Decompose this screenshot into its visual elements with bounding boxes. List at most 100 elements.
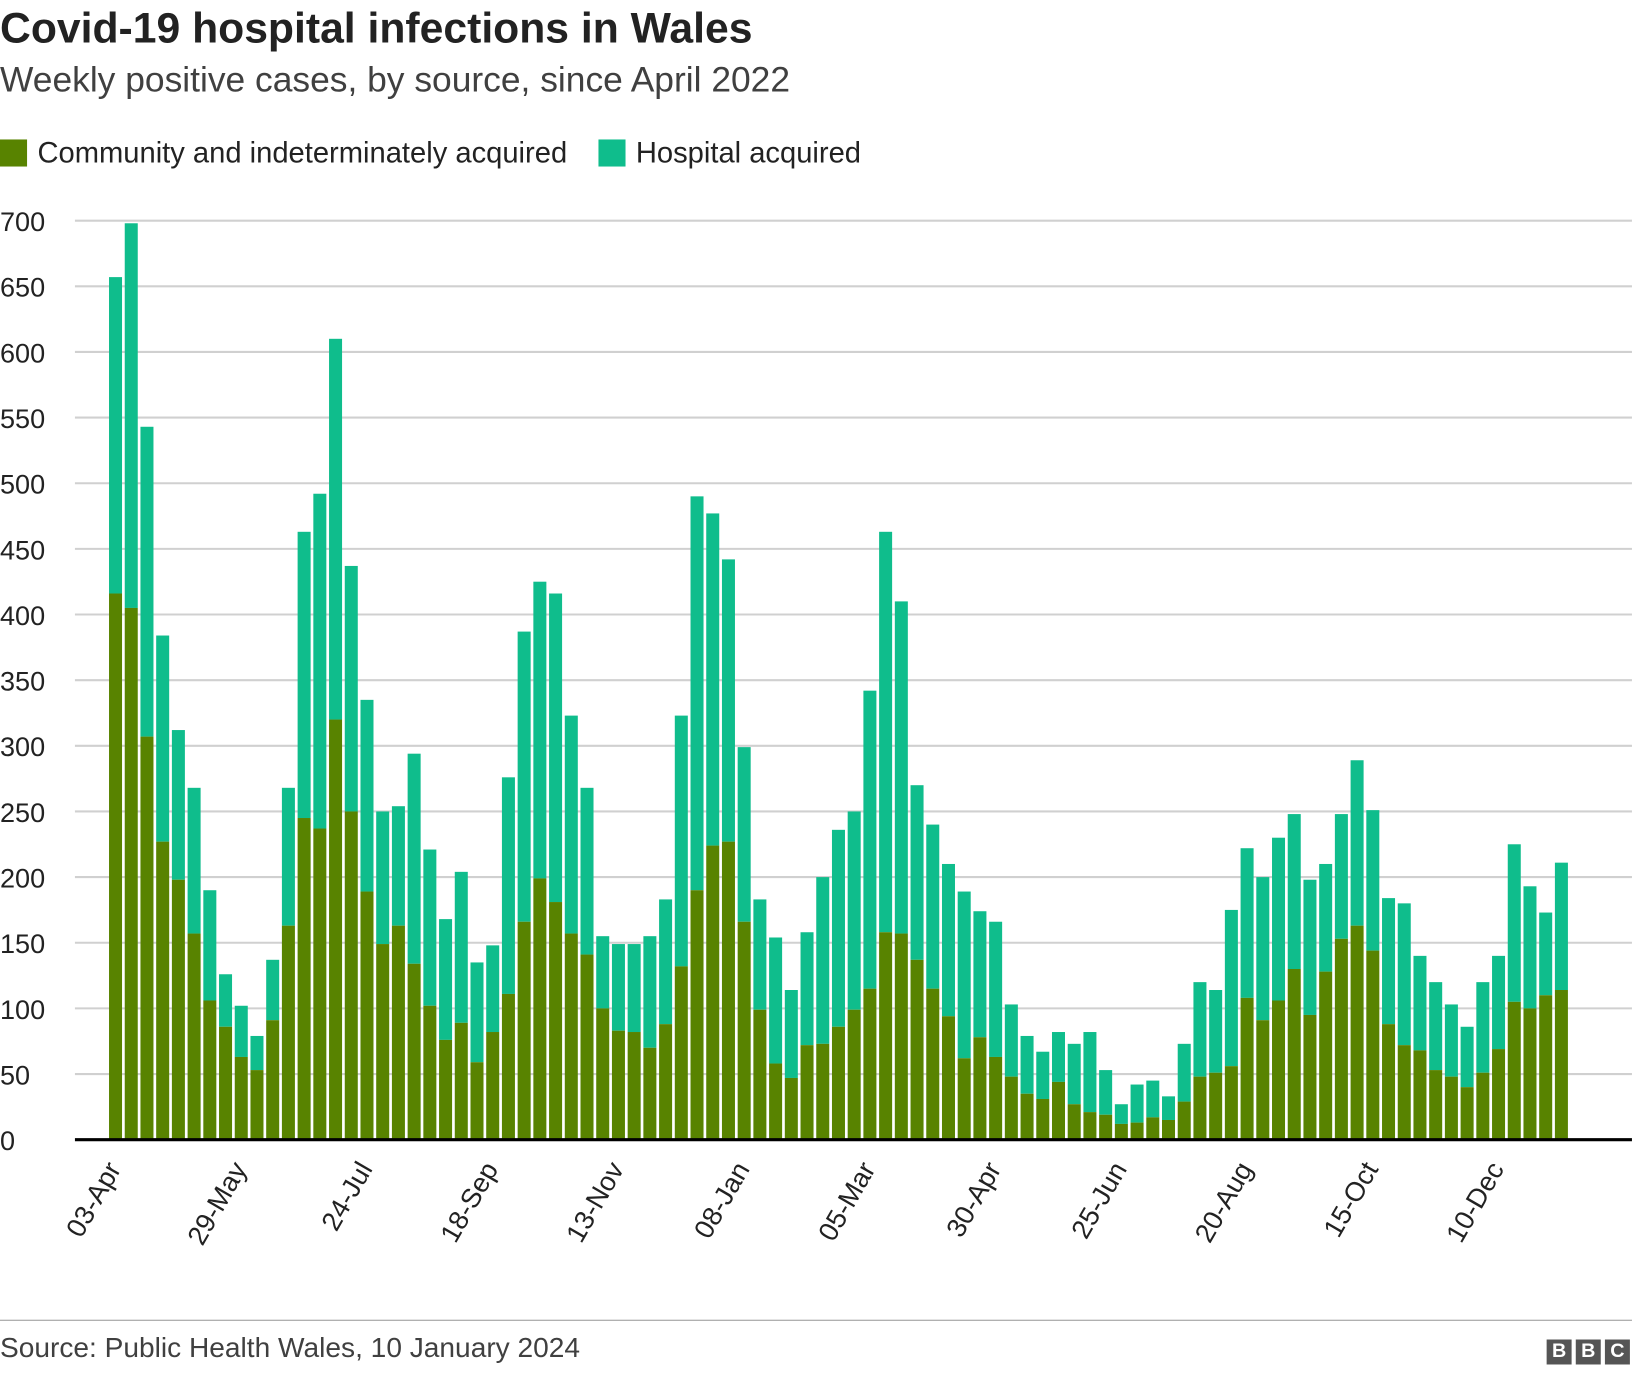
bar-community-acquired [1397,1045,1411,1140]
bar-chart: 0 50 100 150 200 250 300 350 400 450 500 550 600 650 7… [0,207,1632,1250]
x-tick-label: 05-Mar [813,1157,882,1246]
bar-hospital-acquired [549,593,563,903]
y-tick-label: 50 [0,1060,30,1090]
bar-hospital-acquired [957,891,971,1059]
bar-hospital-acquired [329,338,343,720]
bar-community-acquired [564,933,578,1140]
bar-community-acquired [879,932,893,1140]
bar-hospital-acquired [219,974,233,1027]
bar-hospital-acquired [1240,848,1254,998]
bar-community-acquired [721,841,735,1140]
x-tick-label: 13-Nov [560,1156,630,1247]
y-tick-label: 100 [0,995,45,1025]
bar-community-acquired [297,818,311,1140]
bar-hospital-acquired [611,944,625,1031]
bar-community-acquired [1209,1072,1223,1140]
x-tick-label: 08-Jan [688,1157,755,1244]
bar-community-acquired [957,1058,971,1140]
bar-hospital-acquired [737,747,751,922]
bar-community-acquired [1083,1112,1097,1140]
bar-community-acquired [1554,990,1568,1140]
x-tick-label: 20-Aug [1189,1157,1259,1248]
bar-community-acquired [1193,1076,1207,1140]
bar-community-acquired [863,988,877,1140]
bar-hospital-acquired [1209,990,1223,1073]
bar-hospital-acquired [1319,863,1333,972]
bar-community-acquired [1334,938,1348,1140]
bar-community-acquired [423,1005,437,1140]
bar-hospital-acquired [486,945,500,1033]
bar-community-acquired [234,1056,248,1140]
bar-community-acquired [266,1020,280,1140]
bar-hospital-acquired [784,990,798,1078]
bar-hospital-acquired [1114,1104,1128,1124]
chart-title: Covid-19 hospital infections in Wales [0,4,753,53]
bar-hospital-acquired [171,730,185,880]
bar-community-acquired [344,811,358,1140]
bar-community-acquired [1272,1000,1286,1140]
bar-hospital-acquired [1334,814,1348,939]
bar-hospital-acquired [109,277,123,594]
y-tick-label: 200 [0,864,45,894]
x-tick-label: 03-Apr [60,1157,127,1242]
bar-community-acquired [1539,995,1553,1140]
y-tick-label: 500 [0,470,45,500]
bar-community-acquired [156,841,170,1140]
bar-community-acquired [1224,1066,1238,1140]
bar-community-acquired [611,1030,625,1140]
legend-label-community: Community and indeterminately acquired [37,136,568,169]
bar-hospital-acquired [1051,1032,1065,1082]
bar-hospital-acquired [1146,1080,1160,1118]
bar-community-acquired [1146,1117,1160,1140]
bar-community-acquired [1020,1093,1034,1140]
bar-community-acquired [1523,1008,1537,1140]
bar-community-acquired [910,959,924,1140]
bar-hospital-acquired [1460,1026,1474,1088]
x-tick-label: 10-Dec [1440,1157,1510,1248]
bar-hospital-acquired [1492,955,1506,1050]
bar-community-acquired [219,1026,233,1140]
bar-community-acquired [753,1009,767,1140]
bar-community-acquired [659,1024,673,1140]
bar-hospital-acquired [1036,1051,1050,1099]
bar-community-acquired [580,954,594,1140]
bar-hospital-acquired [596,936,610,1009]
bar-hospital-acquired [1224,909,1238,1067]
bar-hospital-acquired [706,513,720,846]
bar-hospital-acquired [1303,879,1317,1015]
bar-community-acquired [1382,1024,1396,1140]
bar-community-acquired [1036,1098,1050,1140]
bar-hospital-acquired [989,921,1003,1057]
bar-community-acquired [643,1047,657,1140]
bar-hospital-acquired [941,863,955,1017]
bar-hospital-acquired [1130,1084,1144,1123]
y-tick-label: 300 [0,732,45,762]
bar-hospital-acquired [203,890,217,1001]
bar-hospital-acquired [1429,982,1443,1071]
bar-hospital-acquired [1397,903,1411,1046]
bar-community-acquired [517,921,531,1140]
bar-hospital-acquired [1083,1032,1097,1113]
bar-hospital-acquired [800,932,814,1046]
bar-hospital-acquired [1507,844,1521,1002]
bar-hospital-acquired [674,715,688,967]
bar-community-acquired [124,607,138,1140]
legend-swatch-community [0,139,28,167]
y-tick-label: 550 [0,404,45,434]
y-tick-label: 650 [0,273,45,303]
bar-community-acquired [1303,1014,1317,1140]
bar-hospital-acquired [250,1035,264,1071]
bar-community-acquired [706,845,720,1140]
bar-hospital-acquired [376,811,390,945]
x-tick-label: 24-Jul [316,1157,379,1236]
y-tick-label: 450 [0,535,45,565]
legend-item-community: Community and indeterminately acquired [0,136,567,169]
bar-community-acquired [1413,1050,1427,1140]
bar-hospital-acquired [894,601,908,934]
y-tick-label: 150 [0,929,45,959]
bbc-logo-block: C [1604,1339,1630,1365]
bar-community-acquired [690,890,704,1140]
bar-hospital-acquired [407,753,421,964]
y-tick-label: 250 [0,798,45,828]
bar-community-acquired [941,1016,955,1140]
